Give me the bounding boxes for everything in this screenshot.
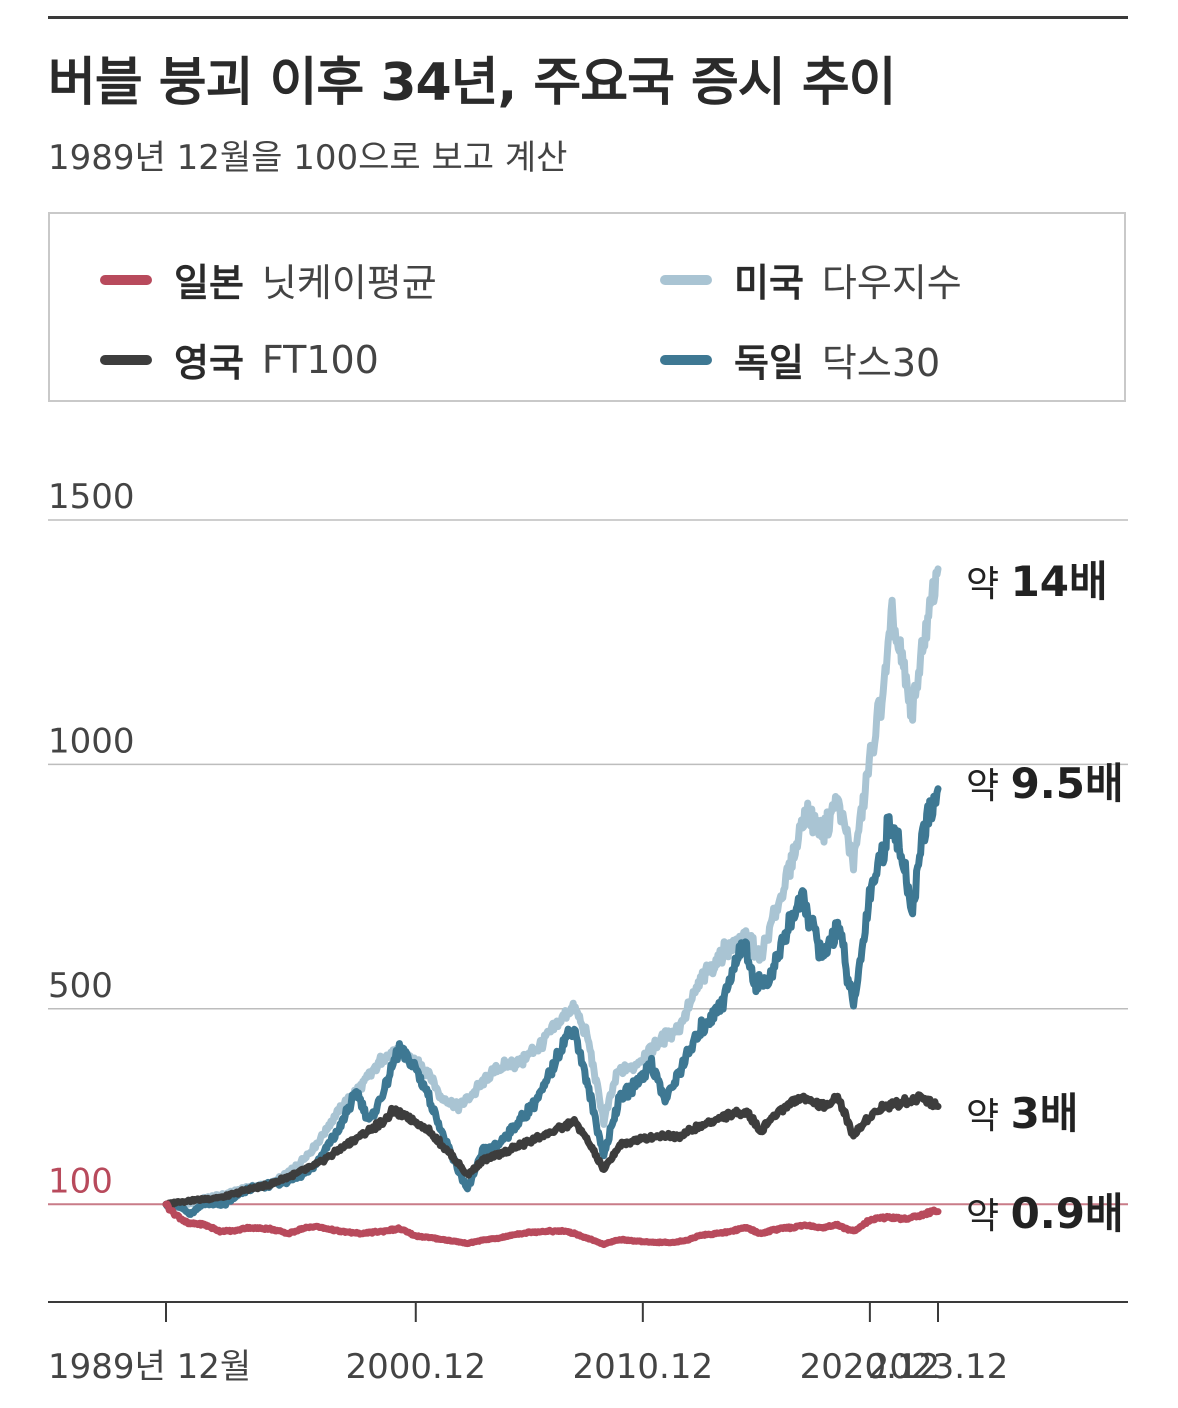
x-tick-label-3: 2020.12 — [800, 1347, 941, 1387]
end-label-prefix-japan: 약 — [966, 1196, 1011, 1237]
baseline-label: 100 — [48, 1161, 113, 1201]
legend-index-germany: 닥스30 — [821, 341, 941, 385]
end-label-japan: 약 0.9배 — [966, 1189, 1124, 1238]
x-tick-label-4: 2023.12 — [868, 1347, 1009, 1387]
x-tick-label-0: 1989년 12월 — [48, 1347, 251, 1387]
legend: 일본 닛케이평균 미국 다우지수 영국 FT100 독일 닥스30 — [48, 212, 1126, 402]
legend-item-japan: 일본 닛케이평균 — [100, 252, 437, 307]
legend-index-japan: 닛케이평균 — [261, 261, 437, 305]
legend-item-uk: 영국 FT100 — [100, 332, 379, 387]
end-label-value-germany: 9.5배 — [1011, 759, 1124, 808]
y-tick-label-1000: 1000 — [48, 721, 135, 761]
legend-swatch-germany — [660, 354, 712, 365]
legend-index-uk: FT100 — [261, 337, 379, 382]
legend-country-uk: 영국 — [174, 341, 244, 385]
legend-swatch-uk — [100, 354, 152, 365]
series-line-usa — [162, 565, 942, 1212]
series-line-uk — [162, 1091, 942, 1208]
legend-swatch-usa — [660, 274, 712, 285]
end-label-germany: 약 9.5배 — [966, 759, 1124, 808]
series-line-japan — [162, 1200, 942, 1249]
end-label-usa: 약 14배 — [966, 557, 1108, 606]
x-tick-label-2: 2010.12 — [573, 1347, 714, 1387]
y-tick-label-500: 500 — [48, 966, 113, 1006]
end-label-prefix-uk: 약 — [966, 1096, 1011, 1137]
top-rule — [48, 16, 1128, 19]
end-label-value-usa: 14배 — [1011, 557, 1108, 606]
y-tick-label-1500: 1500 — [48, 477, 135, 517]
end-label-prefix-usa: 약 — [966, 564, 1011, 605]
end-label-prefix-germany: 약 — [966, 766, 1011, 807]
end-label-uk: 약 3배 — [966, 1089, 1078, 1138]
chart-title: 버블 붕괴 이후 34년, 주요국 증시 추이 — [48, 53, 896, 113]
x-tick-label-1: 2000.12 — [345, 1347, 486, 1387]
series-line-germany — [162, 785, 942, 1218]
legend-swatch-japan — [100, 274, 152, 285]
legend-item-germany: 독일 닥스30 — [660, 332, 940, 387]
legend-country-usa: 미국 — [734, 261, 804, 305]
chart-subtitle: 1989년 12월을 100으로 보고 계산 — [48, 138, 568, 178]
legend-country-germany: 독일 — [734, 341, 804, 385]
legend-index-usa: 다우지수 — [821, 261, 962, 305]
end-label-value-uk: 3배 — [1011, 1089, 1079, 1138]
end-label-value-japan: 0.9배 — [1011, 1189, 1124, 1238]
legend-item-usa: 미국 다우지수 — [660, 252, 962, 307]
legend-country-japan: 일본 — [174, 261, 244, 305]
